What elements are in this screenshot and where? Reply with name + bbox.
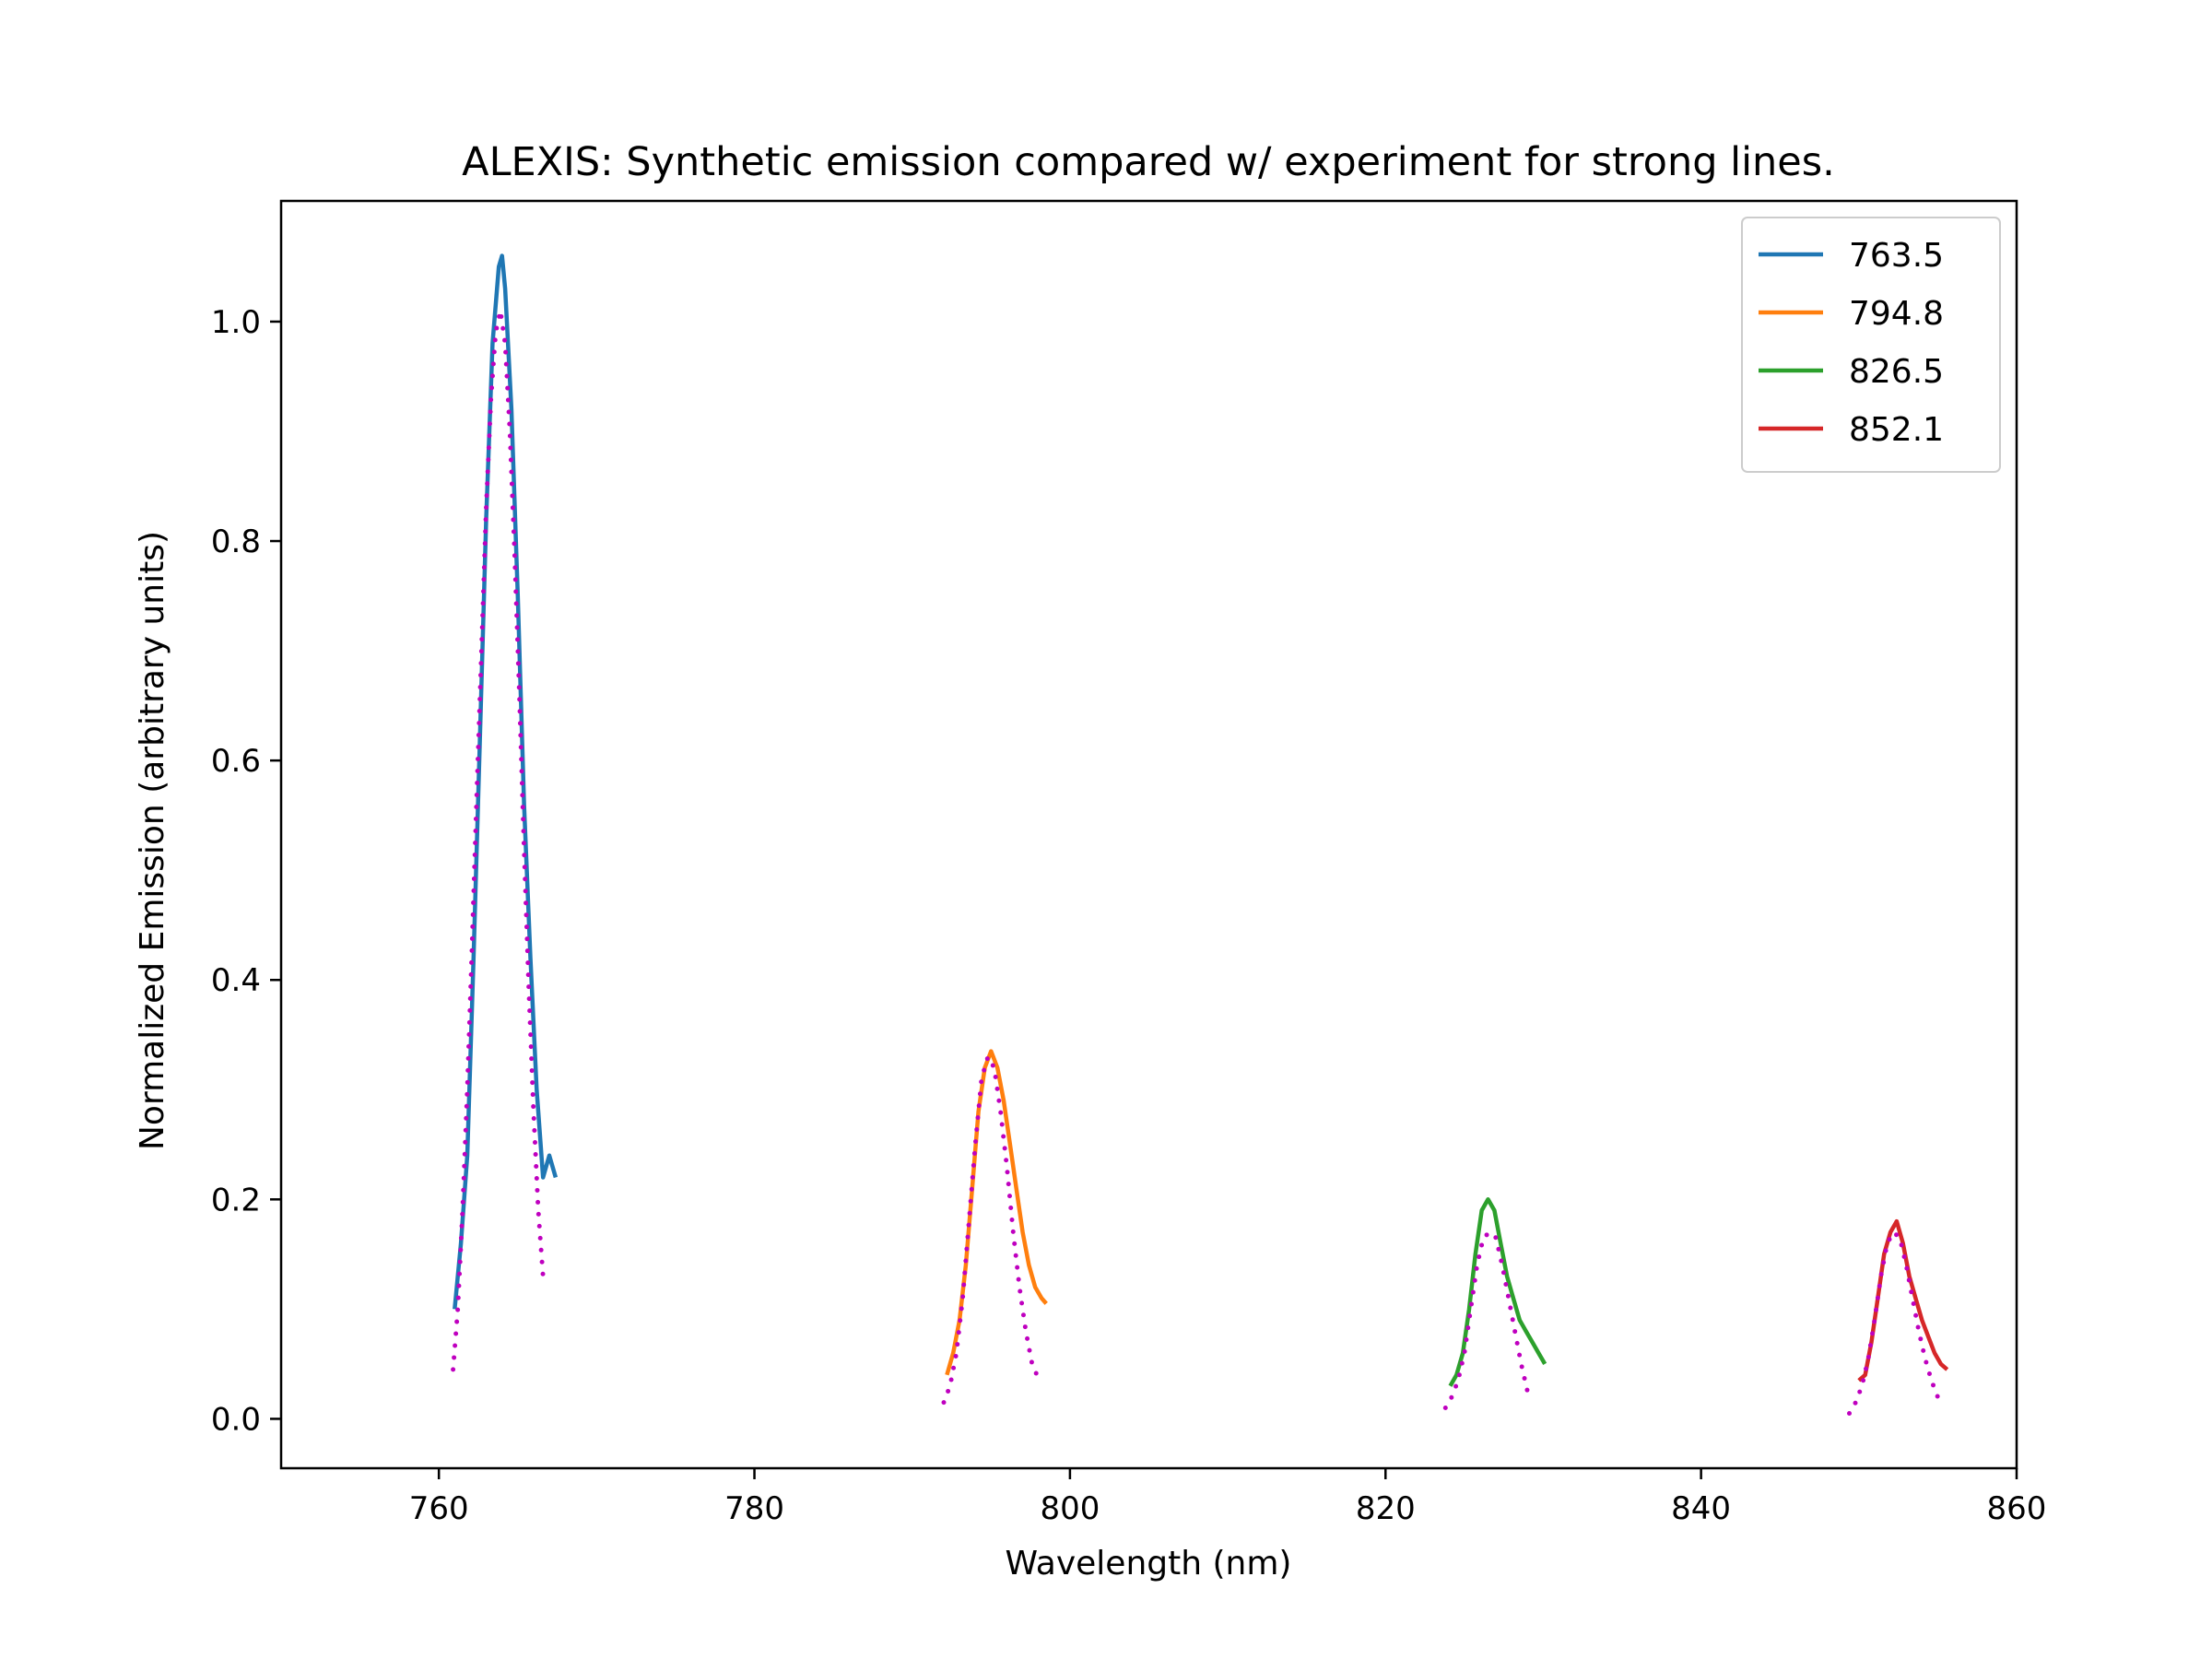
legend-box (1741, 217, 2001, 473)
x-axis-label: Wavelength (nm) (1006, 1545, 1292, 1583)
series-line-2 (1448, 1197, 1547, 1387)
series-layer (451, 253, 1949, 1416)
y-tick-label: 0.8 (211, 524, 261, 560)
legend: 763.5 794.8 826.5 852.1 (1741, 217, 2001, 473)
series-line-0 (453, 253, 559, 1310)
y-tick-label: 0.0 (211, 1401, 261, 1438)
y-tick-label: 0.4 (211, 962, 261, 999)
experiment-dotted-line-6 (1442, 1229, 1530, 1410)
y-tick-label: 0.2 (211, 1182, 261, 1218)
x-tick-label: 760 (409, 1490, 469, 1527)
chart-title: ALEXIS: Synthetic emission compared w/ e… (462, 139, 1835, 185)
y-axis-label: Normalized Emission (arbitrary units) (134, 531, 171, 1150)
legend-label: 852.1 (1849, 411, 1944, 449)
legend-label: 826.5 (1849, 353, 1944, 391)
x-axis: 760 780 800 820 840 860 (409, 1468, 2047, 1527)
x-tick-label: 800 (1040, 1490, 1100, 1527)
x-tick-label: 840 (1671, 1490, 1731, 1527)
y-tick-label: 1.0 (211, 304, 261, 341)
y-axis: 0.0 0.2 0.4 0.6 0.8 1.0 (211, 304, 281, 1438)
plot-frame (279, 199, 2018, 1470)
experiment-dotted-line-7 (1847, 1229, 1940, 1416)
x-tick-label: 860 (1987, 1490, 2047, 1527)
legend-label: 794.8 (1849, 295, 1944, 333)
x-tick-label: 820 (1356, 1490, 1416, 1527)
x-tick-label: 780 (724, 1490, 784, 1527)
legend-label: 763.5 (1849, 237, 1944, 275)
y-tick-label: 0.6 (211, 743, 261, 780)
